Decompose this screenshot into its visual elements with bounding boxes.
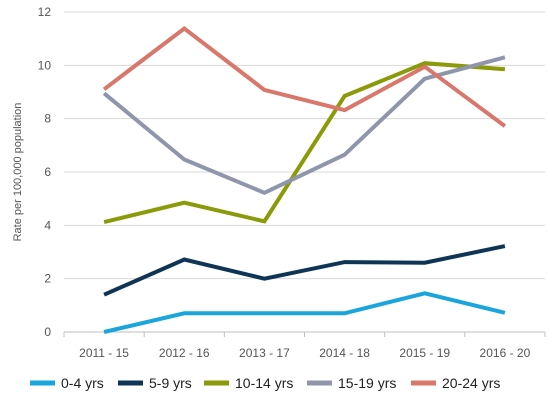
legend-label-2: 10-14 yrs (235, 375, 293, 391)
series-line-2 (103, 61, 506, 225)
y-axis-title: Rate per 100,000 population (12, 103, 24, 242)
legend-label-4: 20-24 yrs (442, 375, 500, 391)
x-tick-label: 2014 - 18 (319, 346, 370, 360)
x-tick-label: 2015 - 19 (399, 346, 450, 360)
y-tick-label: 12 (38, 5, 52, 19)
series-line-0 (103, 291, 506, 334)
y-tick-label: 8 (44, 112, 51, 126)
y-tick-label: 2 (44, 272, 51, 286)
y-tick-label: 0 (44, 325, 51, 339)
series-line-1 (103, 244, 506, 297)
y-tick-label: 6 (44, 165, 51, 179)
x-tick-label: 2013 - 17 (239, 346, 290, 360)
legend-label-0: 0-4 yrs (61, 375, 104, 391)
legend: 0-4 yrs 5-9 yrs 10-14 yrs 15-19 yrs 20-24 yr… (30, 375, 500, 391)
series-lines (102, 25, 507, 334)
x-tick-label: 2016 - 20 (480, 346, 531, 360)
legend-label-3: 15-19 yrs (338, 375, 396, 391)
gridlines (64, 11, 545, 280)
axes: 0 2 4 6 8 10 12 2011 - 15 2012 - 16 2013 - 17 2014… (38, 5, 546, 360)
legend-label-1: 5-9 yrs (149, 375, 192, 391)
y-tick-label: 4 (44, 218, 51, 232)
x-tick-label: 2012 - 16 (159, 346, 210, 360)
y-tick-label: 10 (38, 58, 52, 72)
x-tick-label: 2011 - 15 (79, 346, 129, 360)
series-line-4 (102, 25, 507, 128)
